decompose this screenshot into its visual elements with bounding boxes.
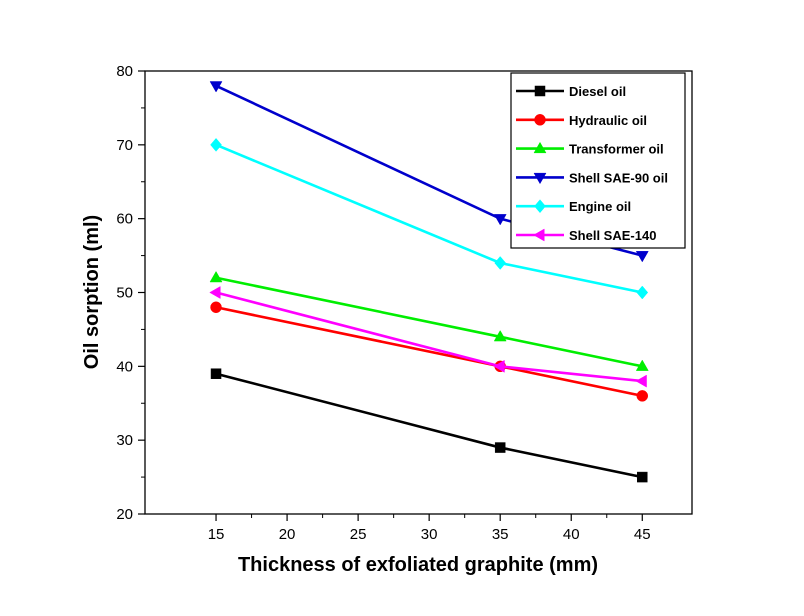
legend-marker [534,85,546,97]
data-point [494,442,506,453]
x-axis-title: Thickness of exfoliated graphite (mm) [238,554,598,576]
data-point [209,270,223,283]
legend-marker [534,199,546,214]
series-line [215,276,643,368]
y-tick-label: 40 [116,358,133,375]
legend-item: Shell SAE-90 oil [516,170,668,185]
series-line [215,372,643,479]
legend-box [510,72,686,249]
legend-label: Hydraulic oil [569,113,647,128]
data-point [210,368,222,379]
legend-label: Transformer oil [569,142,664,157]
data-point [635,374,647,388]
data-point [210,137,222,152]
data-point [209,286,221,299]
legend-label: Shell SAE-140 [569,228,656,243]
data-point [493,359,505,373]
legend-marker [533,228,545,242]
legend-item: Shell SAE-140 [516,228,656,243]
series-line [215,291,643,383]
data-point [209,81,223,93]
data-point [210,301,222,314]
y-tick-label: 80 [116,63,133,80]
series-transformer-oil [209,270,649,371]
series-layer [209,81,649,483]
legend-item: Hydraulic oil [516,113,647,128]
legend-label: Engine oil [569,199,631,214]
y-tick-label: 50 [116,285,133,302]
data-point [636,285,649,300]
legend-item: Transformer oil [516,142,664,157]
x-axis-ticks: 15 20 25 30 35 40 45 [208,514,651,543]
legend-item: Diesel oil [516,84,626,99]
legend-item: Engine oil [516,199,631,214]
series-hydraulic-oil [210,301,649,402]
legend-marker [533,141,547,154]
series-engine-oil [210,137,649,300]
data-point [637,471,648,483]
x-tick-label: 15 [208,526,225,543]
data-point [635,359,649,371]
y-axis-ticks: 20 30 40 50 60 70 80 [116,63,145,523]
legend-label: Shell SAE-90 oil [569,170,668,185]
legend-marker [533,172,547,185]
y-tick-label: 70 [116,137,133,154]
x-tick-label: 35 [492,526,509,543]
legend-label: Diesel oil [569,84,626,99]
x-tick-label: 40 [563,526,580,543]
data-point [494,256,507,270]
data-point [493,330,507,342]
y-axis-title: Oil sorption (ml) [81,215,103,369]
legend-marker [534,114,546,126]
series-line [215,305,643,398]
data-point [635,251,649,263]
y-tick-label: 60 [116,211,133,228]
data-point [493,214,507,226]
x-tick-label: 45 [634,526,651,543]
series-diesel-oil [210,368,648,483]
series-shell-sae-140 [209,286,647,388]
y-tick-label: 20 [116,506,133,523]
x-tick-label: 20 [279,526,296,543]
legend: Diesel oil Hydraulic oil Transformer oil Sh… [510,72,686,249]
x-tick-label: 25 [350,526,367,543]
y-tick-label: 30 [116,432,133,449]
data-point [636,390,649,402]
x-tick-label: 30 [421,526,438,543]
